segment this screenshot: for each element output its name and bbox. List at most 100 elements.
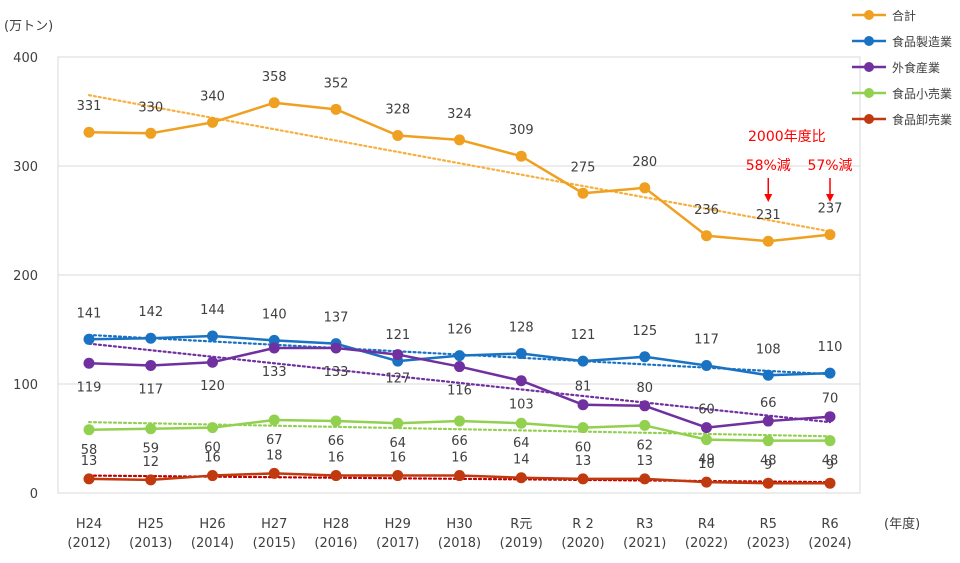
annotation-text: 58%減 [746,157,791,174]
data-point [207,330,218,342]
data-label: 66 [760,396,777,411]
data-label: 60 [204,441,221,456]
data-point [515,150,527,162]
data-label: 141 [77,306,102,321]
data-point [145,332,157,344]
legend-swatch-marker [864,62,874,72]
legend-label: 食品卸売業 [892,112,952,127]
data-label: 48 [760,454,777,469]
data-label: 237 [818,202,843,217]
data-point [577,473,589,485]
data-point [392,417,404,429]
legend-swatch-marker [864,10,874,20]
annotation-title: 2000年度比 [748,129,826,145]
data-point [701,230,712,242]
annotation-text: 57%減 [807,157,852,174]
data-point [824,435,836,447]
data-point [454,415,465,427]
data-label: 309 [509,123,534,138]
data-label: 16 [204,451,221,466]
data-label: 116 [447,384,472,399]
data-label: 16 [389,451,406,466]
data-point [762,435,774,447]
x-tick-label: R3 [636,517,653,532]
data-point [824,411,836,423]
data-point [639,351,651,363]
data-point [577,399,589,411]
data-point [701,422,712,434]
y-unit-label: (万トン) [4,19,53,34]
x-tick-sublabel: (2019) [500,536,543,551]
data-point [268,334,280,346]
data-point [639,473,651,485]
x-tick-label: R5 [760,517,777,532]
legend-label: 外食産業 [892,60,940,75]
x-tick-sublabel: (2021) [623,536,666,551]
data-label: 142 [138,305,163,320]
y-tick-label: 0 [30,487,38,502]
series-line [88,101,831,243]
data-label: 62 [636,438,653,453]
x-tick-label: R元 [510,517,532,532]
data-labels: 331 330 340 358 352 328 324 309 275 280 236 231 237 1… [77,70,843,473]
x-tick-sublabel: (2013) [129,536,172,551]
data-point [83,357,95,369]
data-label: 13 [81,454,98,469]
data-label: 275 [571,160,596,175]
x-tick-label: H26 [199,517,225,532]
data-label: 67 [266,433,283,448]
x-tick-label: H24 [76,517,102,532]
y-tick-label: 100 [13,378,38,393]
data-label: 10 [698,457,715,472]
data-label: 236 [694,203,719,218]
legend-swatch-marker [864,36,874,46]
data-label: 127 [385,372,410,387]
data-label: 64 [389,436,406,451]
data-label: 119 [77,380,102,395]
data-label: 13 [636,454,653,469]
data-point [762,415,774,427]
x-tick-sublabel: (2014) [191,536,234,551]
data-point [701,476,712,488]
data-point [145,127,157,139]
data-label: 81 [575,380,592,395]
x-tick-sublabel: (2024) [808,536,851,551]
x-axis: H24 (2012) H25 (2013) H26 (2014) H27 (2015) H28 (… [67,517,851,551]
data-label: 117 [694,332,719,347]
data-label: 60 [575,441,592,456]
data-point [639,400,651,412]
data-label: 331 [77,99,102,114]
data-label: 9 [826,458,834,473]
data-point [207,470,218,482]
x-tick-sublabel: (2018) [438,536,481,551]
annotation-arrow-head [826,194,834,202]
data-point [392,129,404,141]
data-point [330,470,342,482]
data-label: 18 [266,448,283,463]
data-point [145,423,157,435]
x-tick-label: H29 [385,517,411,532]
x-tick-sublabel: (2016) [314,536,357,551]
data-label: 110 [818,340,843,355]
data-label: 80 [636,381,653,396]
x-tick-label: R6 [821,517,838,532]
data-label: 133 [324,365,349,380]
data-point [824,229,836,241]
data-label: 144 [200,303,225,318]
data-point [454,134,465,146]
x-unit-label: (年度) [884,516,920,532]
y-tick-label: 300 [13,160,38,175]
annotation-arrow-head [764,194,773,202]
x-tick-sublabel: (2020) [561,536,604,551]
data-label: 324 [447,107,472,122]
data-point [824,477,836,489]
x-tick-sublabel: (2015) [253,536,296,551]
data-point [515,472,527,484]
data-label: 70 [822,392,839,407]
data-point [330,415,342,427]
data-point [701,434,712,446]
data-point [268,414,280,426]
data-label: 328 [385,102,410,117]
data-label: 16 [451,451,468,466]
